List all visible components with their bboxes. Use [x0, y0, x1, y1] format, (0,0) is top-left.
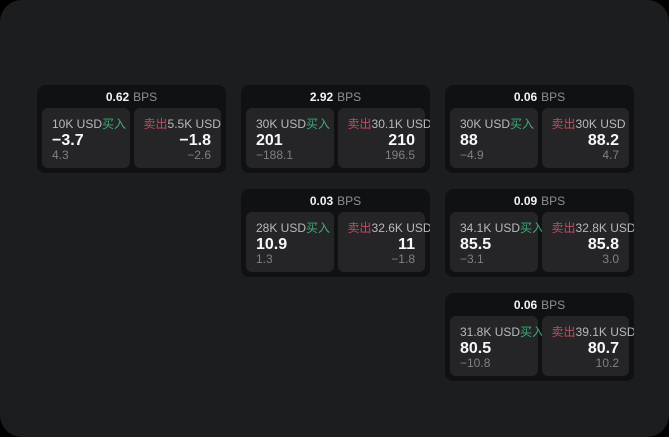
bps-value: 0.06 [513, 90, 538, 104]
sell-side-label: 卖出 [347, 221, 372, 235]
buy-side-label: 买入 [102, 117, 127, 131]
buy-sub-value: 1.3 [256, 252, 273, 266]
bps-value: 0.06 [513, 298, 538, 312]
buy-size-label: 30K USD [256, 116, 307, 131]
sell-size-label: 30.1K USD [371, 116, 430, 131]
buy-sub-value: 4.3 [52, 148, 69, 162]
sell-side-label: 卖出 [551, 117, 576, 131]
quote-panels: 28K USD 买入 10.9 1.3 卖出 32.6K USD 11 −1.8 [241, 210, 430, 277]
quote-card-2: 2.92 BPS 30K USD 买入 201 −188.1 卖出 30.1K … [241, 85, 430, 173]
buy-size-label: 10K USD [52, 116, 103, 131]
sell-sub-value: 4.7 [602, 148, 619, 162]
sell-sub-value: 3.0 [602, 252, 619, 266]
buy-panel[interactable]: 28K USD 买入 10.9 1.3 [246, 212, 334, 272]
buy-side-label: 买入 [306, 117, 331, 131]
sell-price: 11 [398, 235, 415, 253]
sell-size-label: 32.6K USD [371, 220, 430, 235]
buy-price: 10.9 [256, 235, 288, 253]
card-header: 0.06 BPS [445, 85, 634, 106]
card-header: 0.09 BPS [445, 189, 634, 210]
sell-price: −1.8 [179, 131, 211, 149]
buy-panel[interactable]: 30K USD 买入 88 −4.9 [450, 108, 538, 168]
buy-panel[interactable]: 30K USD 买入 201 −188.1 [246, 108, 334, 168]
buy-size-label: 30K USD [460, 116, 511, 131]
card-header: 2.92 BPS [241, 85, 430, 106]
bps-value: 0.62 [105, 90, 130, 104]
buy-side-label: 买入 [306, 221, 331, 235]
quote-panels: 34.1K USD 买入 85.5 −3.1 卖出 32.8K USD 85.8… [445, 210, 634, 277]
quote-grid: 0.62 BPS 10K USD 买入 −3.7 4.3 卖出 5.5K USD [37, 85, 634, 381]
sell-price: 88.2 [587, 131, 619, 149]
bps-value: 0.09 [513, 194, 538, 208]
quote-card-3: 0.06 BPS 30K USD 买入 88 −4.9 卖出 30K USD [445, 85, 634, 173]
sell-sub-value: 196.5 [384, 148, 415, 162]
sell-side-label: 卖出 [347, 117, 372, 131]
buy-sub-value: −4.9 [460, 148, 484, 162]
buy-sub-value: −188.1 [256, 148, 294, 162]
buy-size-label: 28K USD [256, 220, 307, 235]
card-header: 0.06 BPS [445, 293, 634, 314]
quote-panels: 31.8K USD 买入 80.5 −10.8 卖出 39.1K USD 80.… [445, 314, 634, 381]
buy-side-label: 买入 [510, 117, 535, 131]
sell-panel[interactable]: 卖出 5.5K USD −1.8 −2.6 [133, 108, 221, 168]
sell-sub-value: −2.6 [187, 148, 211, 162]
quote-panels: 10K USD 买入 −3.7 4.3 卖出 5.5K USD −1.8 −2.… [37, 106, 226, 173]
bps-unit-label: BPS [541, 298, 566, 312]
bps-unit-label: BPS [337, 90, 362, 104]
buy-side-label: 买入 [520, 325, 545, 339]
sell-price: 85.8 [587, 235, 619, 253]
sell-price: 210 [388, 131, 415, 149]
quote-card-4: 0.03 BPS 28K USD 买入 10.9 1.3 卖出 32.6K US… [241, 189, 430, 277]
card-header: 0.62 BPS [37, 85, 226, 106]
sell-panel[interactable]: 卖出 39.1K USD 80.7 10.2 [541, 316, 634, 376]
bps-unit-label: BPS [133, 90, 158, 104]
buy-panel[interactable]: 34.1K USD 买入 85.5 −3.1 [450, 212, 544, 272]
sell-panel[interactable]: 卖出 30.1K USD 210 196.5 [337, 108, 430, 168]
buy-price: 201 [256, 131, 283, 149]
sell-panel[interactable]: 卖出 30K USD 88.2 4.7 [541, 108, 629, 168]
card-header: 0.03 BPS [241, 189, 430, 210]
sell-panel[interactable]: 卖出 32.6K USD 11 −1.8 [337, 212, 430, 272]
buy-price: 80.5 [460, 339, 492, 357]
bps-value: 0.03 [309, 194, 334, 208]
buy-sub-value: −3.1 [460, 252, 484, 266]
bps-value: 2.92 [309, 90, 334, 104]
buy-size-label: 31.8K USD [460, 324, 521, 339]
sell-sub-value: 10.2 [595, 356, 619, 370]
sell-size-label: 5.5K USD [167, 116, 221, 131]
quote-panels: 30K USD 买入 201 −188.1 卖出 30.1K USD 210 1… [241, 106, 430, 173]
buy-panel[interactable]: 10K USD 买入 −3.7 4.3 [42, 108, 130, 168]
quote-panels: 30K USD 买入 88 −4.9 卖出 30K USD 88.2 4.7 [445, 106, 634, 173]
sell-size-label: 30K USD [575, 116, 626, 131]
sell-side-label: 卖出 [551, 325, 576, 339]
sell-size-label: 32.8K USD [575, 220, 634, 235]
quote-card-6: 0.06 BPS 31.8K USD 买入 80.5 −10.8 卖出 39.1… [445, 293, 634, 381]
quote-card-1: 0.62 BPS 10K USD 买入 −3.7 4.3 卖出 5.5K USD [37, 85, 226, 173]
sell-price: 80.7 [587, 339, 619, 357]
sell-side-label: 卖出 [143, 117, 168, 131]
sell-size-label: 39.1K USD [575, 324, 634, 339]
sell-panel[interactable]: 卖出 32.8K USD 85.8 3.0 [541, 212, 634, 272]
buy-panel[interactable]: 31.8K USD 买入 80.5 −10.8 [450, 316, 544, 376]
sell-sub-value: −1.8 [391, 252, 415, 266]
buy-price: 85.5 [460, 235, 492, 253]
sell-side-label: 卖出 [551, 221, 576, 235]
quote-card-5: 0.09 BPS 34.1K USD 买入 85.5 −3.1 卖出 32.8K… [445, 189, 634, 277]
buy-price: 88 [460, 131, 478, 149]
buy-sub-value: −10.8 [460, 356, 491, 370]
bps-unit-label: BPS [541, 90, 566, 104]
bps-unit-label: BPS [541, 194, 566, 208]
buy-size-label: 34.1K USD [460, 220, 521, 235]
bps-unit-label: BPS [337, 194, 362, 208]
buy-price: −3.7 [52, 131, 84, 149]
buy-side-label: 买入 [520, 221, 545, 235]
